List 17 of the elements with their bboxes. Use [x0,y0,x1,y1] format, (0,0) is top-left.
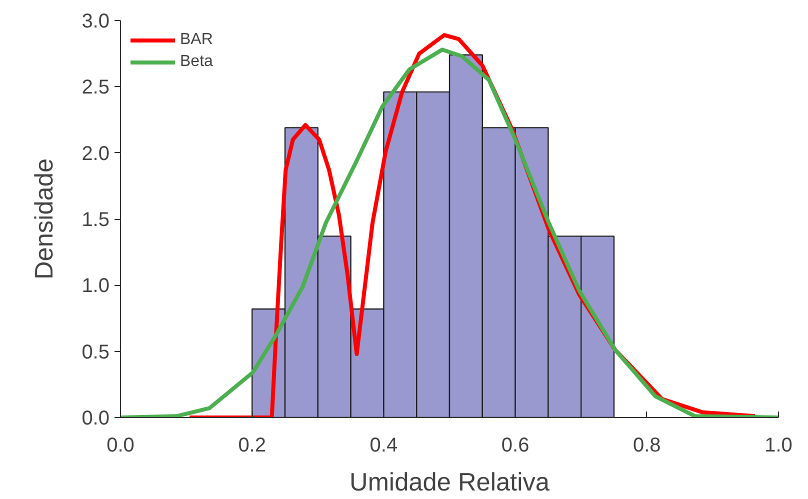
x-tick-label: 0.4 [370,434,398,456]
x-tick-label: 0.2 [238,434,266,456]
y-tick-label: 1.5 [82,209,110,231]
x-tick-label: 0.8 [633,434,661,456]
x-tick-label: 1.0 [764,434,792,456]
y-axis-title: Densidade [30,158,59,280]
y-tick-label: 3.0 [82,10,110,32]
y-tick-label: 0.5 [82,341,110,364]
y-tick-label: 2.0 [82,142,110,165]
y-tick-label: 0.0 [82,408,110,430]
x-tick-label: 0.0 [106,434,134,456]
x-axis-title: Umidade Relativa [350,468,550,496]
legend-label: Beta [180,53,213,71]
legend-label: BAR [180,31,213,49]
y-tick-label: 2.5 [82,76,110,99]
y-tick-label: 1.0 [82,275,110,298]
x-tick-label: 0.6 [501,434,530,456]
